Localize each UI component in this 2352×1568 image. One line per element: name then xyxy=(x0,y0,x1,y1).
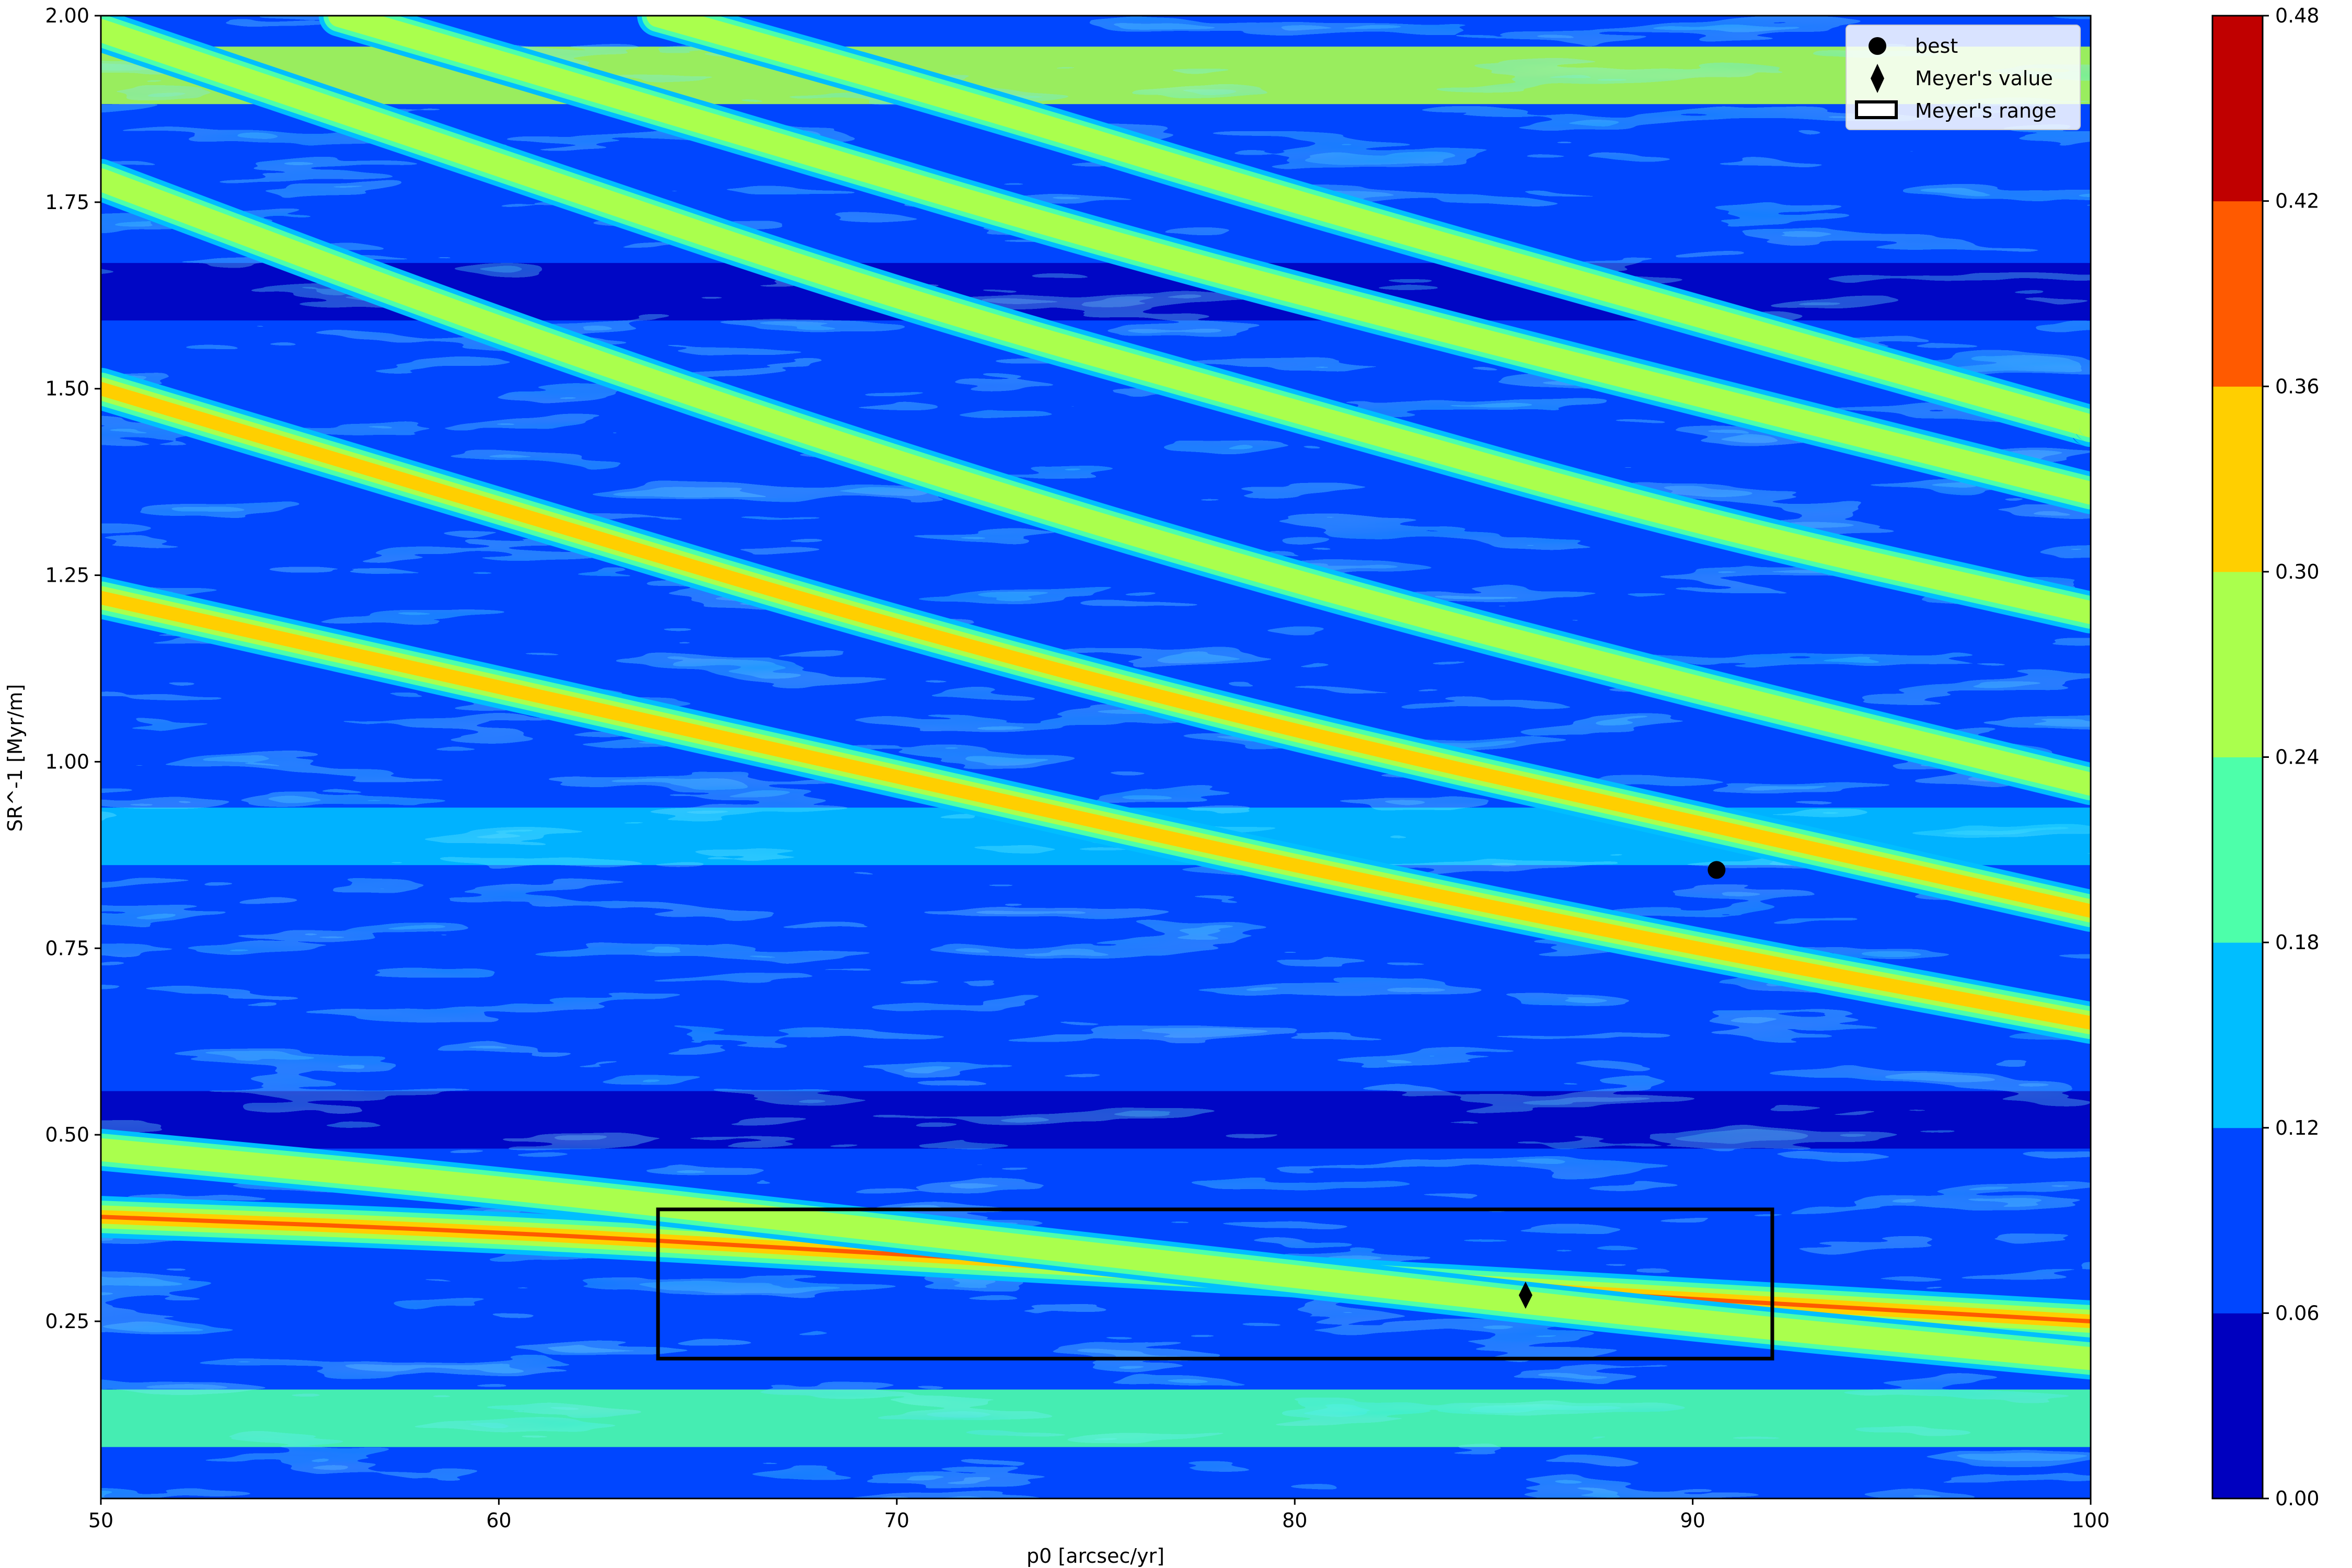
y-tick-label: 2.00 xyxy=(45,4,89,27)
contour-ridges xyxy=(101,16,2091,1380)
ridge-contour xyxy=(101,1138,2091,1370)
colorbar-tick-label: 0.36 xyxy=(2275,375,2320,398)
colorbar-tick-label: 0.48 xyxy=(2275,4,2320,27)
y-tick-label: 0.75 xyxy=(45,937,89,960)
colorbar-tick-label: 0.00 xyxy=(2275,1487,2320,1510)
y-tick-label: 0.50 xyxy=(45,1123,89,1146)
colorbar-segment xyxy=(2212,942,2263,1128)
x-axis-title: p0 [arcsec/yr] xyxy=(1027,1544,1165,1567)
colorbar-segment xyxy=(2212,1127,2263,1313)
ridge-contour xyxy=(101,168,2091,796)
legend: best Meyer's value Meyer's range xyxy=(1846,25,2081,130)
x-tick-label: 70 xyxy=(884,1509,909,1532)
x-tick-label: 90 xyxy=(1680,1509,1705,1532)
legend-meyers-value-marker xyxy=(1871,64,1884,93)
legend-meyers-value-label: Meyer's value xyxy=(1915,67,2053,90)
best-marker xyxy=(1708,861,1726,879)
colorbar-segment xyxy=(2212,16,2263,202)
x-tick-label: 60 xyxy=(486,1509,511,1532)
legend-best-label: best xyxy=(1915,34,1958,57)
colorbar-segment xyxy=(2212,1313,2263,1499)
colorbar-tick-label: 0.30 xyxy=(2275,560,2320,583)
colorbar-segment xyxy=(2212,571,2263,757)
colorbar-tick-label: 0.24 xyxy=(2275,746,2320,769)
colorbar-tick-label: 0.06 xyxy=(2275,1301,2320,1324)
colorbar-segment xyxy=(2212,386,2263,572)
markers xyxy=(1518,861,1726,1309)
x-axis: 50 60 70 80 90 100 xyxy=(88,1498,2109,1532)
x-tick-label: 100 xyxy=(2072,1509,2110,1532)
legend-box xyxy=(1846,25,2081,130)
colorbar-tick-label: 0.18 xyxy=(2275,931,2320,954)
ridge-contour xyxy=(101,591,2091,1030)
colorbar-tick-label: 0.42 xyxy=(2275,190,2320,213)
y-tick-label: 0.25 xyxy=(45,1310,89,1333)
colorbar-segment xyxy=(2212,201,2263,387)
y-tick-label: 1.00 xyxy=(45,750,89,773)
legend-meyers-range-marker xyxy=(1855,100,1898,119)
plot-area xyxy=(101,16,2091,1498)
colorbar-segment xyxy=(2212,757,2263,943)
ridge-contour xyxy=(646,16,2091,438)
y-tick-label: 1.75 xyxy=(45,191,89,214)
y-tick-label: 1.50 xyxy=(45,377,89,400)
y-axis: 0.25 0.50 0.75 1.00 1.25 1.50 1.75 2.00 xyxy=(45,4,101,1333)
colorbar: 0.00 0.06 0.12 0.18 0.24 0.30 0.36 0.42 0.48 xyxy=(2211,4,2320,1510)
x-tick-label: 80 xyxy=(1282,1509,1307,1532)
meyers-value-marker xyxy=(1518,1282,1532,1309)
colorbar-tick-label: 0.12 xyxy=(2275,1116,2320,1139)
y-tick-label: 1.25 xyxy=(45,564,89,587)
y-axis-title: SR^-1 [Myr/m] xyxy=(4,684,27,832)
ridge-contour xyxy=(101,19,2091,624)
ridge-contour xyxy=(101,382,2091,918)
x-tick-label: 50 xyxy=(88,1509,113,1532)
plot-frame xyxy=(100,15,2092,1500)
meyers-range-rectangle xyxy=(656,1207,1774,1361)
legend-meyers-range-label: Meyer's range xyxy=(1915,99,2056,122)
ridge-contour xyxy=(328,16,2091,505)
legend-best-marker xyxy=(1869,37,1886,55)
